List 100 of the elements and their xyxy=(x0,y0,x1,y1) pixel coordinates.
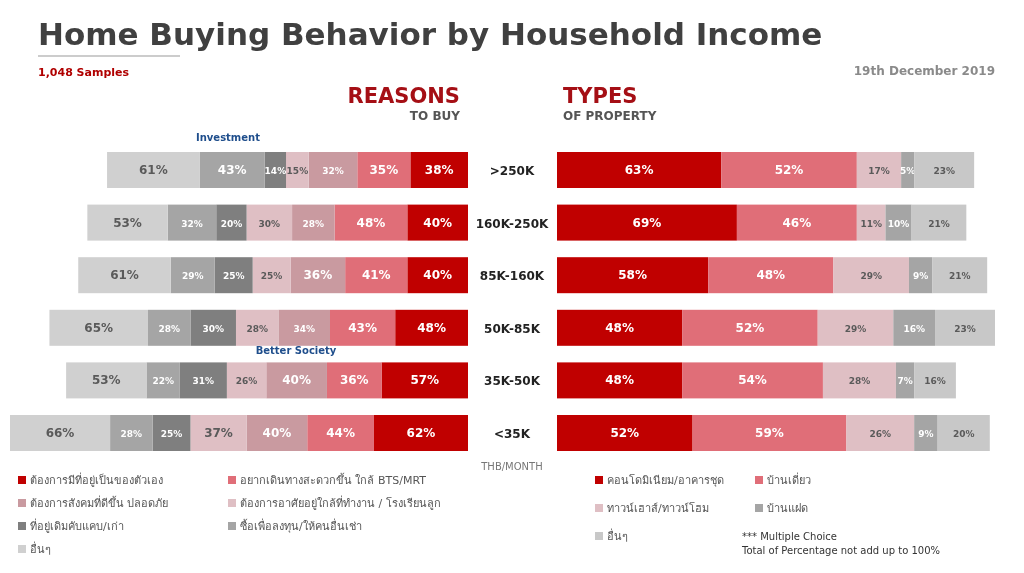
data-label: 43% xyxy=(348,320,377,335)
legend-label: บ้านเดี่ยว xyxy=(767,472,811,487)
bar xyxy=(357,152,411,188)
bar xyxy=(334,204,408,241)
bar xyxy=(226,362,267,399)
text: Home Buying Behavior by Household Income xyxy=(38,16,823,52)
data-label: 28% xyxy=(158,323,181,334)
data-label: 52% xyxy=(735,320,765,335)
bar xyxy=(822,362,896,399)
data-label: 36% xyxy=(339,373,369,388)
data-label: 36% xyxy=(303,268,333,283)
bar xyxy=(692,415,847,451)
annotation: Better Society xyxy=(255,345,337,356)
data-label: 26% xyxy=(869,429,892,439)
y-tick-label: 85K-160K xyxy=(479,269,545,284)
data-label: 41% xyxy=(361,268,391,283)
data-label: 48% xyxy=(605,373,634,388)
bar xyxy=(49,309,149,346)
data-label: 54% xyxy=(738,373,767,388)
data-label: 65% xyxy=(84,320,114,335)
bar xyxy=(911,204,967,241)
data-label: 21% xyxy=(949,271,971,282)
bar xyxy=(10,415,111,451)
text: 1,048 Samples xyxy=(38,66,130,79)
data-label: 30% xyxy=(258,218,281,229)
data-label: 28% xyxy=(302,218,325,229)
text: 19th December 2019 xyxy=(853,64,995,78)
bar xyxy=(266,362,327,399)
y-tick-label: 160K-250K xyxy=(475,216,550,231)
data-label: 61% xyxy=(138,163,168,177)
legend-label: ต้องการอาศัยอยู่ใกล้ที่ทำงาน / โรงเรียนลูก xyxy=(240,495,441,510)
bar xyxy=(199,152,265,188)
bar xyxy=(216,204,247,241)
data-label: 16% xyxy=(903,323,925,334)
bar xyxy=(557,152,722,188)
data-label: 53% xyxy=(113,215,142,230)
data-label: 20% xyxy=(220,218,243,229)
bar xyxy=(736,204,857,241)
legend-label: ที่อยู่เดิมคับแคบ/เก่า xyxy=(30,518,124,533)
bar xyxy=(914,362,956,399)
legend-label: อื่นๆ xyxy=(30,541,51,556)
bar xyxy=(329,309,396,346)
chart-subtitle: OF PROPERTY xyxy=(563,109,657,123)
bar xyxy=(721,152,857,188)
data-label: 48% xyxy=(356,215,386,230)
data-label: 16% xyxy=(924,376,946,387)
bar xyxy=(190,309,236,346)
chart-title: REASONS xyxy=(347,84,460,108)
data-label: 17% xyxy=(868,166,890,176)
data-label: 14% xyxy=(264,166,287,176)
data-label: 25% xyxy=(222,271,245,282)
data-label: 29% xyxy=(181,271,204,282)
data-label: 40% xyxy=(282,373,311,388)
legend-label: ทาวน์เฮาส์/ทาวน์โฮม xyxy=(607,501,709,515)
data-label: 40% xyxy=(423,268,453,283)
data-label: 22% xyxy=(152,376,174,387)
legend-label: อื่นๆ xyxy=(607,528,628,543)
data-label: 32% xyxy=(181,218,203,229)
legend-label: ต้องการมีที่อยู่เป็นของตัวเอง xyxy=(30,472,163,487)
bar xyxy=(557,204,737,241)
legend-label: คอนโดมิเนียม/อาคารชุด xyxy=(607,473,724,487)
bar xyxy=(932,257,988,294)
bar xyxy=(833,257,909,294)
bar xyxy=(66,362,147,399)
y-tick-label: 35K-50K xyxy=(484,374,541,389)
data-label: 59% xyxy=(755,426,784,440)
data-label: 43% xyxy=(217,163,247,177)
data-label: 62% xyxy=(406,426,436,440)
legend-label: อยากเดินทางสะดวกขึ้น ใกล้ BTS/MRT xyxy=(240,472,427,487)
data-label: 32% xyxy=(322,166,344,176)
data-label: 28% xyxy=(120,429,143,439)
data-label: 25% xyxy=(260,271,283,282)
data-label: 20% xyxy=(952,429,975,439)
data-label: 31% xyxy=(192,376,215,387)
bar xyxy=(708,257,834,294)
data-label: 37% xyxy=(204,426,233,440)
bar xyxy=(307,415,374,451)
bar xyxy=(381,362,468,399)
data-label: 23% xyxy=(954,323,976,334)
bar xyxy=(292,204,335,241)
bar xyxy=(846,415,915,451)
data-label: 30% xyxy=(202,323,224,334)
data-label: 40% xyxy=(423,215,453,230)
bar xyxy=(407,257,468,294)
legend-label: ต้องการสังคมที่ดีขึ้น ปลอดภัย xyxy=(30,495,169,510)
bar xyxy=(235,309,279,346)
data-label: 25% xyxy=(160,429,183,439)
bar xyxy=(252,257,291,294)
data-label: 48% xyxy=(417,320,446,335)
data-label: 53% xyxy=(91,373,121,388)
bar xyxy=(557,257,709,294)
bar xyxy=(290,257,346,294)
data-label: 58% xyxy=(618,268,647,283)
data-label: 29% xyxy=(844,323,867,334)
data-label: 63% xyxy=(624,163,654,177)
y-axis-title: THB/MONTH xyxy=(480,461,543,472)
data-label: 66% xyxy=(45,426,75,440)
bar xyxy=(214,257,253,294)
data-label: 44% xyxy=(326,426,355,440)
bar xyxy=(893,309,936,346)
